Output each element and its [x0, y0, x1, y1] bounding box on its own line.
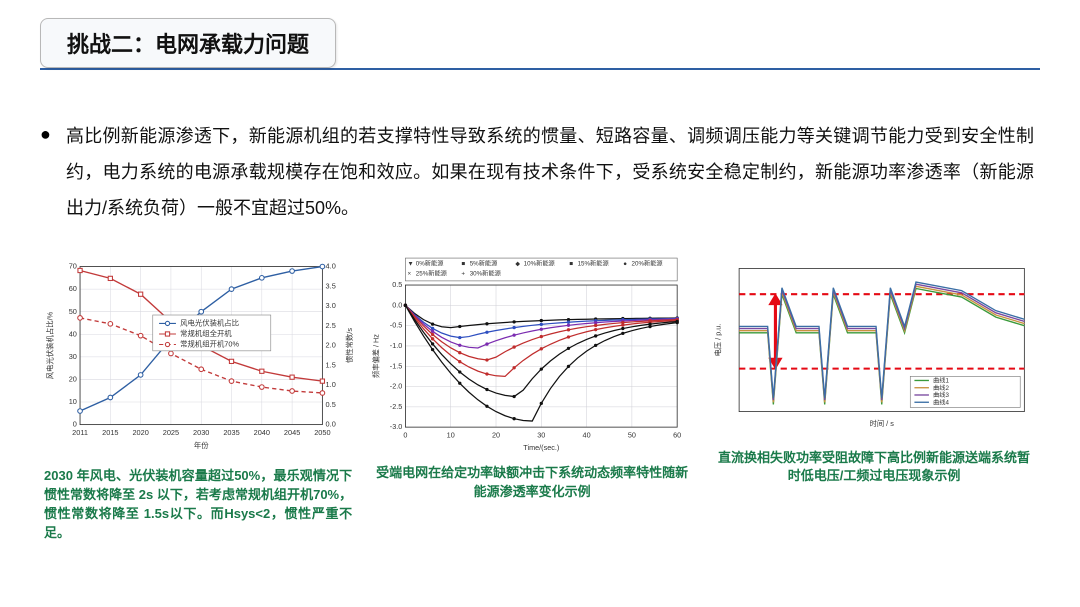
- chart-3-caption: 直流换相失败功率受阻故障下高比例新能源送端系统暂时低电压/工频过电压现象示例: [708, 449, 1040, 487]
- svg-text:Time/(sec.): Time/(sec.): [523, 443, 559, 452]
- chart-1-col: 0102030405060702011201520202025203020352…: [40, 256, 356, 543]
- svg-text:-1.0: -1.0: [390, 341, 403, 350]
- chart-2: -3.0 -2.5 -2.0 -1.5 -1.0 -0.5 0.0 0.5 0 10 20 30 40 5…: [366, 256, 698, 458]
- chart-1: 0102030405060702011201520202025203020352…: [40, 256, 356, 461]
- svg-text:2025: 2025: [163, 428, 179, 437]
- chart-1-caption: 2030 年风电、光伏装机容量超过50%，最乐观情况下惯性常数将降至 2s 以下…: [40, 467, 356, 542]
- svg-text:10%新能源: 10%新能源: [524, 259, 556, 267]
- svg-text:60: 60: [69, 284, 77, 293]
- svg-text:曲线1: 曲线1: [933, 377, 949, 385]
- svg-text:4.0: 4.0: [326, 262, 336, 271]
- svg-text:1.0: 1.0: [326, 380, 336, 389]
- title-area: 挑战二：电网承载力问题: [40, 18, 1040, 78]
- title-box: 挑战二：电网承载力问题: [40, 18, 336, 68]
- svg-text:25%新能源: 25%新能源: [416, 270, 448, 278]
- svg-text:30: 30: [537, 431, 545, 440]
- svg-text:1.5: 1.5: [326, 360, 336, 369]
- svg-text:惯性常数/s: 惯性常数/s: [345, 328, 354, 363]
- svg-text:-2.5: -2.5: [390, 402, 403, 411]
- svg-text:0.5: 0.5: [392, 280, 402, 289]
- svg-text:3.5: 3.5: [326, 281, 336, 290]
- chart-2-col: -3.0 -2.5 -2.0 -1.5 -1.0 -0.5 0.0 0.5 0 10 20 30 40 5…: [366, 256, 698, 502]
- svg-text:5%新能源: 5%新能源: [470, 259, 498, 267]
- svg-text:●: ●: [623, 260, 627, 267]
- svg-text:0.0: 0.0: [392, 300, 402, 309]
- svg-text:▼: ▼: [408, 260, 414, 267]
- svg-text:10: 10: [447, 431, 455, 440]
- slide-title: 挑战二：电网承载力问题: [67, 32, 309, 57]
- chart-3-svg: 曲线1曲线2曲线3曲线4 时间 / s 电压 / p.u.: [708, 256, 1040, 438]
- svg-text:10: 10: [69, 397, 77, 406]
- chart-3: 曲线1曲线2曲线3曲线4 时间 / s 电压 / p.u.: [708, 256, 1040, 443]
- svg-text:2045: 2045: [284, 428, 300, 437]
- svg-text:风电光伏装机占比/%: 风电光伏装机占比/%: [46, 311, 55, 379]
- svg-text:年份: 年份: [194, 441, 209, 450]
- svg-text:20: 20: [69, 375, 77, 384]
- svg-text:常规机组全开机: 常规机组全开机: [180, 329, 232, 338]
- svg-text:2020: 2020: [132, 428, 148, 437]
- svg-text:◆: ◆: [515, 260, 520, 267]
- title-underline: [40, 68, 1040, 70]
- svg-text:曲线2: 曲线2: [933, 384, 949, 392]
- svg-text:×: ×: [408, 271, 412, 278]
- slide: 挑战二：电网承载力问题 ● 高比例新能源渗透下，新能源机组的若支撑特性导致系统的…: [0, 0, 1080, 607]
- svg-text:频率偏差 / Hz: 频率偏差 / Hz: [372, 334, 381, 378]
- body-paragraph: 高比例新能源渗透下，新能源机组的若支撑特性导致系统的惯量、短路容量、调频调压能力…: [66, 118, 1034, 226]
- svg-text:-3.0: -3.0: [390, 422, 403, 431]
- svg-text:70: 70: [69, 262, 77, 271]
- bullet-icon: ●: [40, 124, 51, 145]
- svg-text:2035: 2035: [223, 428, 239, 437]
- chart-3-col: 曲线1曲线2曲线3曲线4 时间 / s 电压 / p.u. 直流换相失败功率受阻故障…: [708, 256, 1040, 486]
- svg-text:50: 50: [628, 431, 636, 440]
- svg-text:电压 / p.u.: 电压 / p.u.: [714, 324, 723, 357]
- svg-text:30: 30: [69, 352, 77, 361]
- svg-text:40: 40: [583, 431, 591, 440]
- svg-text:0.5: 0.5: [326, 400, 336, 409]
- chart-2-svg: -3.0 -2.5 -2.0 -1.5 -1.0 -0.5 0.0 0.5 0 10 20 30 40 5…: [366, 256, 698, 453]
- svg-text:■: ■: [462, 260, 466, 267]
- svg-text:40: 40: [69, 329, 77, 338]
- svg-text:60: 60: [673, 431, 681, 440]
- svg-text:15%新能源: 15%新能源: [578, 259, 610, 267]
- svg-text:-0.5: -0.5: [390, 321, 403, 330]
- svg-text:曲线4: 曲线4: [933, 398, 949, 406]
- svg-text:2011: 2011: [72, 428, 88, 437]
- svg-text:0: 0: [404, 431, 408, 440]
- svg-text:2050: 2050: [314, 428, 330, 437]
- svg-text:50: 50: [69, 307, 77, 316]
- svg-text:20: 20: [492, 431, 500, 440]
- svg-text:常规机组开机70%: 常规机组开机70%: [180, 340, 239, 349]
- svg-text:时间 / s: 时间 / s: [870, 419, 895, 428]
- svg-text:+: +: [462, 271, 466, 278]
- svg-text:0.0: 0.0: [326, 420, 336, 429]
- svg-text:曲线3: 曲线3: [933, 391, 949, 399]
- svg-text:-1.5: -1.5: [390, 361, 403, 370]
- charts-row: 0102030405060702011201520202025203020352…: [40, 256, 1040, 543]
- svg-text:2.0: 2.0: [326, 341, 336, 350]
- chart-2-caption: 受端电网在给定功率缺额冲击下系统动态频率特性随新能源渗透率变化示例: [366, 464, 698, 502]
- svg-text:2015: 2015: [102, 428, 118, 437]
- body-block: ● 高比例新能源渗透下，新能源机组的若支撑特性导致系统的惯量、短路容量、调频调压…: [40, 118, 1040, 226]
- svg-text:0%新能源: 0%新能源: [416, 259, 444, 267]
- svg-text:3.0: 3.0: [326, 301, 336, 310]
- svg-text:风电光伏装机占比: 风电光伏装机占比: [180, 319, 239, 328]
- chart-1-svg: 0102030405060702011201520202025203020352…: [40, 256, 356, 456]
- svg-text:2.5: 2.5: [326, 321, 336, 330]
- svg-text:■: ■: [569, 260, 573, 267]
- svg-text:2030: 2030: [193, 428, 209, 437]
- svg-text:30%新能源: 30%新能源: [470, 270, 502, 278]
- svg-text:2040: 2040: [254, 428, 270, 437]
- svg-text:20%新能源: 20%新能源: [632, 259, 664, 267]
- svg-text:-2.0: -2.0: [390, 382, 403, 391]
